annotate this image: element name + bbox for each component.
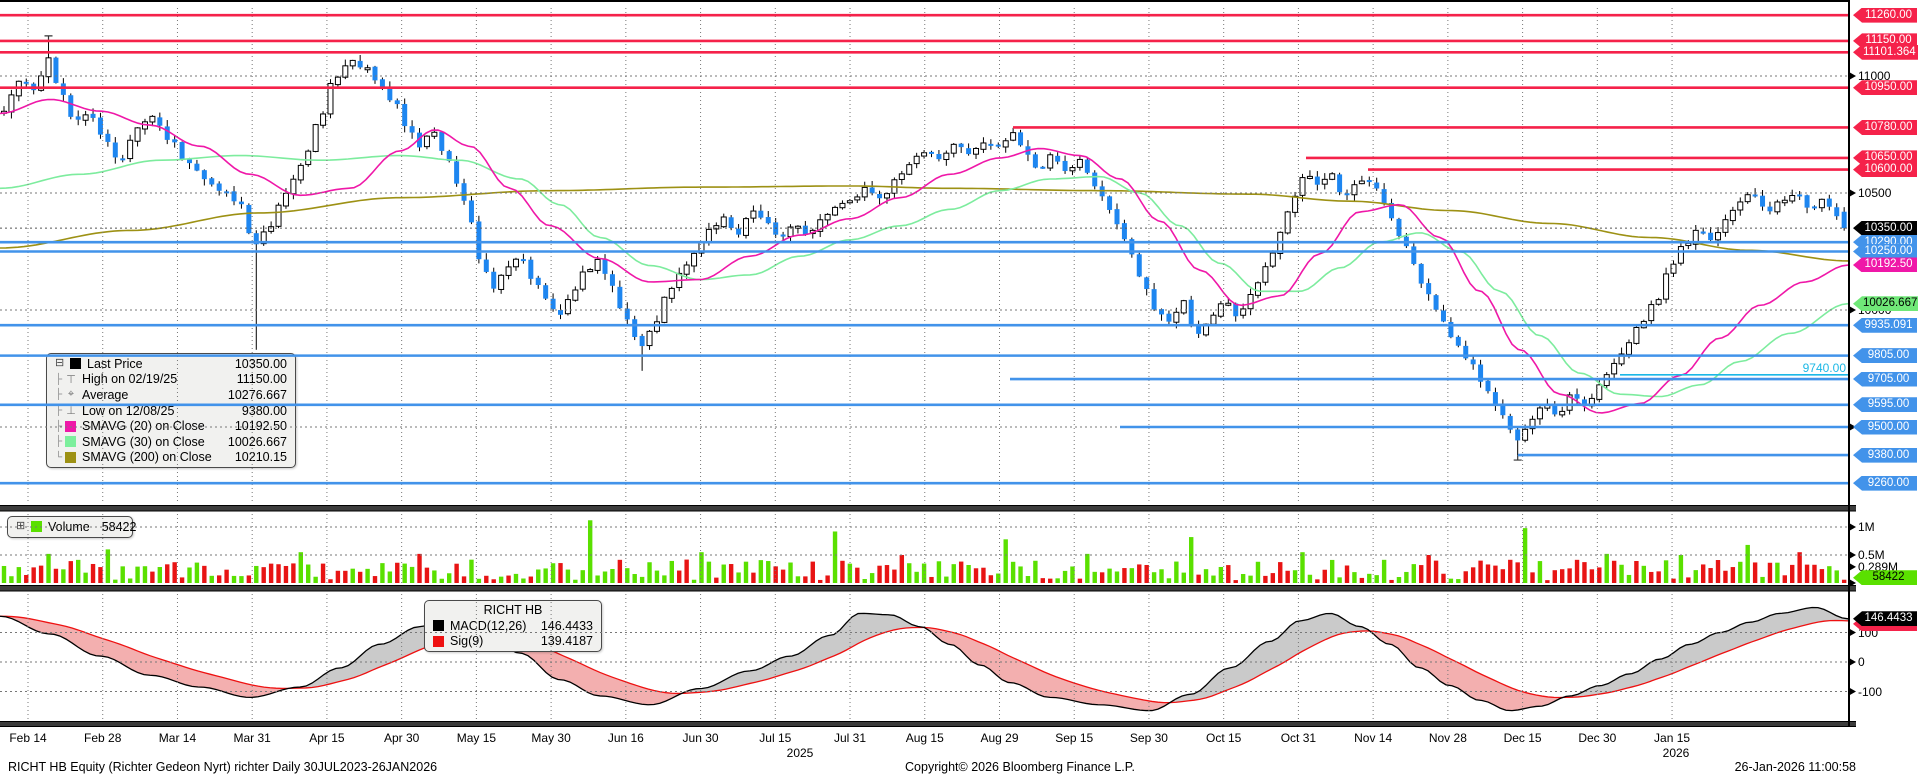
tree-branch-icon: ├ bbox=[55, 405, 63, 417]
tree-branch-icon: ├ bbox=[55, 389, 63, 401]
legend-label: Average bbox=[82, 387, 129, 402]
collapse-icon[interactable]: ⊟ bbox=[55, 357, 65, 370]
legend-value: 9380.00 bbox=[241, 403, 287, 418]
legend-row-last-price[interactable]: ⊟ Last Price 10350.00 bbox=[47, 356, 295, 372]
macd-legend-box[interactable]: RICHT HB MACD(12,26) 146.4433 Sig(9) 139… bbox=[424, 600, 602, 653]
legend-label: High on 02/19/25 bbox=[82, 372, 178, 387]
legend-value: 11150.00 bbox=[236, 372, 287, 387]
high-marker-icon: ⊤ bbox=[66, 373, 76, 386]
legend-row-average[interactable]: ├ ⌖ Average 10276.667 bbox=[47, 387, 295, 403]
moving-average-lines bbox=[0, 98, 1849, 414]
axis-tick-arrows bbox=[1849, 72, 1856, 696]
volume-bars bbox=[1, 520, 1847, 583]
panel-frame bbox=[0, 0, 1856, 727]
macd-panel-plot bbox=[0, 606, 1849, 712]
tree-branch-icon: ├ bbox=[55, 436, 63, 448]
sma30-line bbox=[0, 154, 1849, 398]
volume-legend-box[interactable]: ⊞ Volume 58422 bbox=[7, 516, 136, 538]
candlesticks bbox=[1, 40, 1847, 456]
copyright-text: Copyright© 2026 Bloomberg Finance L.P. bbox=[905, 760, 1135, 774]
tree-branch-icon: └ bbox=[55, 451, 63, 463]
macd-line bbox=[0, 606, 1849, 712]
legend-label: SMAVG (200) on Close bbox=[82, 450, 212, 465]
tree-branch-icon: ├ bbox=[55, 420, 63, 432]
macd-marker-icon bbox=[433, 620, 444, 632]
average-marker-icon: ⌖ bbox=[67, 388, 75, 401]
legend-label: SMAVG (30) on Close bbox=[82, 434, 205, 449]
legend-value: 10192.50 bbox=[234, 419, 287, 434]
chart-description: RICHT HB Equity (Richter Gedeon Nyrt) ri… bbox=[8, 760, 438, 774]
legend-row-smavg30[interactable]: ├ SMAVG (30) on Close 10026.667 bbox=[47, 434, 295, 450]
legend-label: SMAVG (20) on Close bbox=[82, 419, 205, 434]
legend-label: MACD(12,26) bbox=[450, 618, 527, 633]
last-price-marker-icon bbox=[70, 358, 81, 370]
legend-label: Sig(9) bbox=[450, 634, 484, 649]
legend-value: 58422 bbox=[101, 519, 137, 534]
legend-row-smavg20[interactable]: ├ SMAVG (20) on Close 10192.50 bbox=[47, 418, 295, 434]
volume-marker-icon bbox=[31, 521, 42, 533]
smavg20-marker-icon bbox=[65, 420, 76, 432]
legend-row-macd[interactable]: MACD(12,26) 146.4433 bbox=[425, 618, 601, 634]
legend-value: 10210.15 bbox=[234, 450, 287, 465]
legend-row-sig[interactable]: Sig(9) 139.4187 bbox=[425, 634, 601, 650]
smavg30-marker-icon bbox=[65, 436, 76, 448]
low-marker-icon: ⊥ bbox=[66, 405, 76, 418]
smavg200-marker-icon bbox=[65, 451, 76, 463]
legend-value: 139.4187 bbox=[540, 634, 593, 649]
macd-legend-title: RICHT HB bbox=[483, 603, 543, 617]
expand-icon[interactable]: ⊞ bbox=[16, 520, 26, 533]
tree-branch-icon: ├ bbox=[55, 373, 63, 385]
legend-value: 10026.667 bbox=[227, 434, 287, 449]
legend-value: 146.4433 bbox=[540, 618, 593, 633]
legend-label: Last Price bbox=[87, 356, 143, 371]
legend-label: Volume bbox=[48, 519, 90, 534]
legend-row-smavg200[interactable]: └ SMAVG (200) on Close 10210.15 bbox=[47, 450, 295, 466]
legend-value: 10350.00 bbox=[234, 356, 287, 371]
legend-label: Low on 12/08/25 bbox=[82, 403, 175, 418]
price-legend-box[interactable]: ⊟ Last Price 10350.00 ├ ⊤ High on 02/19/… bbox=[46, 353, 296, 469]
signal-marker-icon bbox=[433, 635, 444, 647]
timestamp: 26-Jan-2026 11:00:58 bbox=[1734, 760, 1856, 774]
sma20-line bbox=[0, 98, 1849, 414]
legend-value: 10276.667 bbox=[227, 387, 287, 402]
legend-row-high[interactable]: ├ ⊤ High on 02/19/25 11150.00 bbox=[47, 372, 295, 388]
legend-row-low[interactable]: ├ ⊥ Low on 12/08/25 9380.00 bbox=[47, 403, 295, 419]
sma200-line bbox=[0, 185, 1849, 262]
legend-row-volume[interactable]: ⊞ Volume 58422 bbox=[8, 519, 136, 535]
